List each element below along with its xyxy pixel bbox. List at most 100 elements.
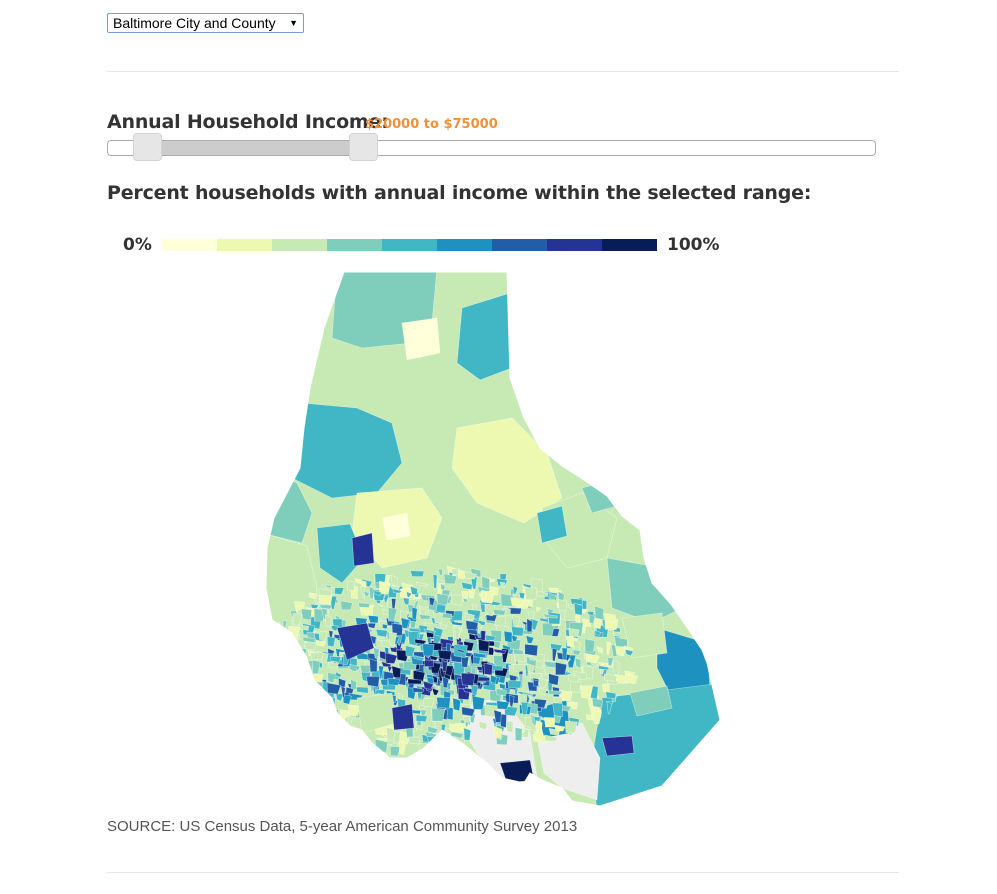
census-tract[interactable] bbox=[580, 685, 594, 699]
census-tract[interactable] bbox=[553, 724, 566, 732]
census-tract[interactable] bbox=[327, 647, 335, 655]
census-tract[interactable] bbox=[436, 593, 450, 606]
census-tract[interactable] bbox=[359, 579, 367, 588]
census-tract[interactable] bbox=[471, 695, 486, 710]
census-tract[interactable] bbox=[265, 674, 277, 689]
census-tract[interactable] bbox=[296, 668, 308, 676]
census-tract[interactable] bbox=[447, 737, 454, 746]
census-tract[interactable] bbox=[450, 621, 463, 626]
census-tract[interactable] bbox=[490, 674, 497, 684]
census-tract[interactable] bbox=[536, 590, 549, 597]
census-tract[interactable] bbox=[511, 614, 521, 628]
census-tract[interactable] bbox=[461, 706, 476, 717]
census-tract[interactable] bbox=[340, 600, 353, 611]
census-tract[interactable] bbox=[567, 603, 577, 610]
census-tract[interactable] bbox=[407, 604, 415, 613]
census-tract[interactable] bbox=[567, 673, 581, 684]
census-tract[interactable] bbox=[321, 717, 336, 728]
census-tract[interactable] bbox=[543, 660, 558, 669]
census-tract[interactable] bbox=[624, 649, 634, 657]
census-tract[interactable] bbox=[340, 685, 346, 699]
census-tract[interactable] bbox=[282, 620, 288, 629]
census-tract[interactable] bbox=[560, 690, 573, 702]
census-tract[interactable] bbox=[409, 570, 425, 577]
census-tract[interactable] bbox=[591, 697, 604, 709]
census-tract[interactable] bbox=[300, 698, 312, 709]
census-tract[interactable] bbox=[477, 621, 483, 635]
census-tract[interactable] bbox=[460, 581, 473, 591]
census-tract[interactable] bbox=[406, 591, 413, 598]
census-tract[interactable] bbox=[427, 725, 439, 734]
census-tract[interactable] bbox=[524, 643, 539, 657]
census-tract[interactable] bbox=[262, 676, 272, 686]
census-tract[interactable] bbox=[588, 613, 596, 625]
census-tract[interactable] bbox=[360, 735, 367, 745]
census-tract[interactable] bbox=[309, 673, 324, 683]
census-tract[interactable] bbox=[431, 707, 446, 722]
census-tract[interactable] bbox=[310, 603, 320, 609]
census-tract[interactable] bbox=[536, 606, 542, 612]
census-tract[interactable] bbox=[449, 746, 456, 755]
slider-handle-max[interactable] bbox=[349, 133, 378, 161]
census-tract[interactable] bbox=[457, 569, 466, 580]
census-tract[interactable] bbox=[437, 649, 452, 661]
census-tract[interactable] bbox=[330, 625, 339, 632]
census-tract[interactable] bbox=[503, 630, 513, 644]
census-tract[interactable] bbox=[623, 645, 634, 651]
census-tract[interactable] bbox=[454, 625, 460, 641]
census-tract[interactable] bbox=[452, 697, 461, 712]
census-tract[interactable] bbox=[350, 678, 358, 690]
census-tract[interactable] bbox=[390, 746, 401, 757]
census-tract[interactable] bbox=[288, 696, 301, 704]
census-tract[interactable] bbox=[290, 710, 306, 717]
census-tract[interactable] bbox=[303, 676, 310, 682]
census-tract[interactable] bbox=[348, 704, 360, 716]
census-tract[interactable] bbox=[518, 591, 526, 600]
census-tract[interactable] bbox=[375, 629, 389, 638]
census-tract[interactable] bbox=[409, 585, 418, 596]
census-tract[interactable] bbox=[384, 652, 398, 664]
census-tract[interactable] bbox=[510, 634, 518, 642]
census-tract[interactable] bbox=[484, 634, 497, 641]
census-tract[interactable] bbox=[606, 701, 613, 715]
census-tract[interactable] bbox=[499, 581, 506, 589]
census-tract[interactable] bbox=[387, 677, 401, 686]
census-tract[interactable] bbox=[402, 597, 410, 606]
census-tract[interactable] bbox=[423, 628, 437, 634]
census-tract[interactable] bbox=[342, 694, 352, 705]
census-tract[interactable] bbox=[520, 701, 529, 716]
census-tract[interactable] bbox=[424, 659, 434, 667]
choropleth-map[interactable] bbox=[262, 268, 722, 813]
census-tract[interactable] bbox=[548, 673, 560, 686]
census-tract[interactable] bbox=[378, 580, 391, 595]
census-tract[interactable] bbox=[522, 724, 532, 731]
census-tract[interactable] bbox=[568, 627, 580, 638]
census-tract[interactable] bbox=[327, 662, 339, 669]
census-tract[interactable] bbox=[492, 608, 506, 616]
census-tract[interactable] bbox=[564, 720, 578, 734]
census-tract[interactable] bbox=[322, 697, 336, 712]
census-tract[interactable] bbox=[624, 670, 636, 676]
census-tract[interactable] bbox=[462, 597, 468, 604]
census-tract[interactable] bbox=[391, 622, 404, 636]
census-tract[interactable] bbox=[470, 684, 479, 697]
census-tract[interactable] bbox=[318, 594, 333, 605]
census-tract[interactable] bbox=[338, 727, 346, 740]
census-tract[interactable] bbox=[336, 732, 350, 744]
census-tract[interactable] bbox=[407, 678, 422, 685]
census-tract[interactable] bbox=[461, 656, 470, 668]
census-tract[interactable] bbox=[594, 605, 605, 621]
census-tract[interactable] bbox=[303, 700, 315, 714]
census-tract[interactable] bbox=[293, 691, 303, 701]
census-tract[interactable] bbox=[415, 581, 429, 587]
census-tract[interactable] bbox=[386, 727, 396, 741]
census-tract[interactable] bbox=[331, 718, 342, 725]
census-tract[interactable] bbox=[548, 690, 563, 695]
census-tract[interactable] bbox=[324, 614, 332, 628]
census-tract[interactable] bbox=[442, 676, 450, 689]
census-tract[interactable] bbox=[460, 672, 476, 687]
census-tract[interactable] bbox=[269, 662, 280, 669]
census-tract[interactable] bbox=[335, 692, 344, 702]
census-tract[interactable] bbox=[367, 622, 377, 629]
census-tract[interactable] bbox=[544, 734, 559, 742]
